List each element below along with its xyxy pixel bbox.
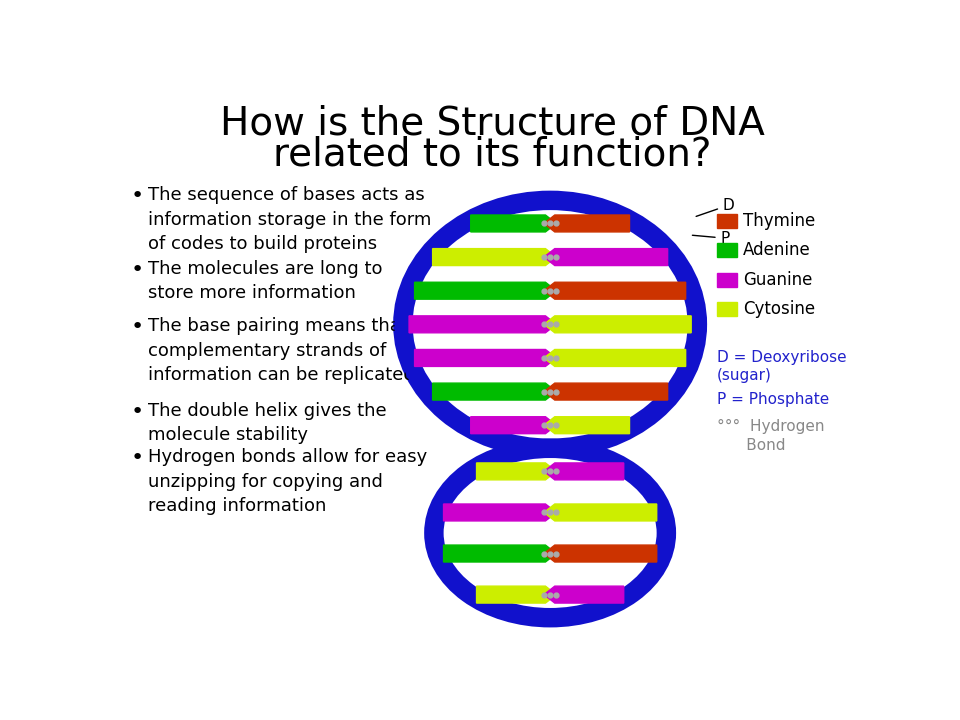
Text: The molecules are long to
store more information: The molecules are long to store more inf…: [148, 260, 382, 302]
Polygon shape: [476, 463, 557, 480]
Bar: [543, 195, 557, 206]
Polygon shape: [544, 248, 667, 266]
Bar: [398, 295, 412, 310]
Text: D = Deoxyribose
(sugar): D = Deoxyribose (sugar): [717, 350, 847, 383]
Polygon shape: [544, 349, 685, 366]
Text: •: •: [131, 402, 144, 422]
Polygon shape: [544, 316, 691, 333]
Bar: [543, 443, 557, 454]
Bar: [717, 243, 737, 257]
Bar: [415, 254, 431, 271]
Polygon shape: [544, 463, 624, 480]
Bar: [447, 221, 464, 238]
Text: The sequence of bases acts as
information storage in the form
of codes to build : The sequence of bases acts as informatio…: [148, 186, 431, 253]
Text: °°°  Hydrogen
      Bond: °°° Hydrogen Bond: [717, 419, 825, 453]
Bar: [592, 201, 609, 215]
Bar: [688, 338, 702, 354]
Text: Adenine: Adenine: [743, 241, 811, 259]
Text: D: D: [696, 197, 734, 217]
Bar: [717, 215, 737, 228]
Bar: [688, 295, 702, 310]
Bar: [543, 612, 557, 623]
Polygon shape: [433, 383, 557, 400]
Text: •: •: [131, 260, 144, 279]
Polygon shape: [444, 545, 557, 562]
Text: •: •: [131, 318, 144, 338]
Bar: [398, 338, 412, 354]
Bar: [543, 443, 557, 454]
Bar: [492, 201, 508, 215]
Bar: [670, 254, 685, 271]
Bar: [484, 598, 500, 614]
Polygon shape: [409, 316, 557, 333]
Polygon shape: [544, 545, 657, 562]
Text: •: •: [131, 449, 144, 468]
Polygon shape: [444, 504, 557, 521]
Bar: [484, 451, 500, 467]
Bar: [717, 302, 737, 316]
Bar: [636, 411, 654, 428]
Polygon shape: [544, 282, 685, 300]
Bar: [717, 273, 737, 287]
Bar: [636, 221, 654, 238]
Text: P: P: [692, 230, 730, 246]
Bar: [442, 482, 458, 499]
Text: Hydrogen bonds allow for easy
unzipping for copying and
reading information: Hydrogen bonds allow for easy unzipping …: [148, 449, 427, 515]
Bar: [600, 598, 616, 614]
Text: The double helix gives the
molecule stability: The double helix gives the molecule stab…: [148, 402, 387, 444]
Polygon shape: [544, 504, 657, 521]
Polygon shape: [470, 215, 557, 232]
Polygon shape: [544, 215, 630, 232]
Text: related to its function?: related to its function?: [273, 135, 711, 173]
Polygon shape: [544, 586, 624, 603]
Polygon shape: [544, 383, 667, 400]
Bar: [670, 378, 685, 395]
Text: •: •: [131, 186, 144, 207]
Polygon shape: [470, 417, 557, 433]
Polygon shape: [415, 282, 557, 300]
Bar: [660, 526, 672, 539]
Text: P = Phosphate: P = Phosphate: [717, 392, 829, 407]
Bar: [600, 451, 616, 467]
Bar: [643, 567, 659, 584]
Polygon shape: [415, 349, 557, 366]
Polygon shape: [544, 417, 630, 433]
Bar: [428, 526, 440, 539]
Bar: [492, 433, 508, 448]
Text: Cytosine: Cytosine: [743, 300, 815, 318]
Text: Guanine: Guanine: [743, 271, 812, 289]
Bar: [442, 567, 458, 584]
Polygon shape: [433, 248, 557, 266]
Bar: [415, 378, 431, 395]
Polygon shape: [476, 586, 557, 603]
Bar: [447, 411, 464, 428]
Bar: [643, 482, 659, 499]
Text: The base pairing means that
complementary strands of
information can be replicat: The base pairing means that complementar…: [148, 318, 415, 384]
Bar: [592, 433, 609, 448]
Text: Thymine: Thymine: [743, 212, 815, 230]
Text: How is the Structure of DNA: How is the Structure of DNA: [220, 104, 764, 143]
